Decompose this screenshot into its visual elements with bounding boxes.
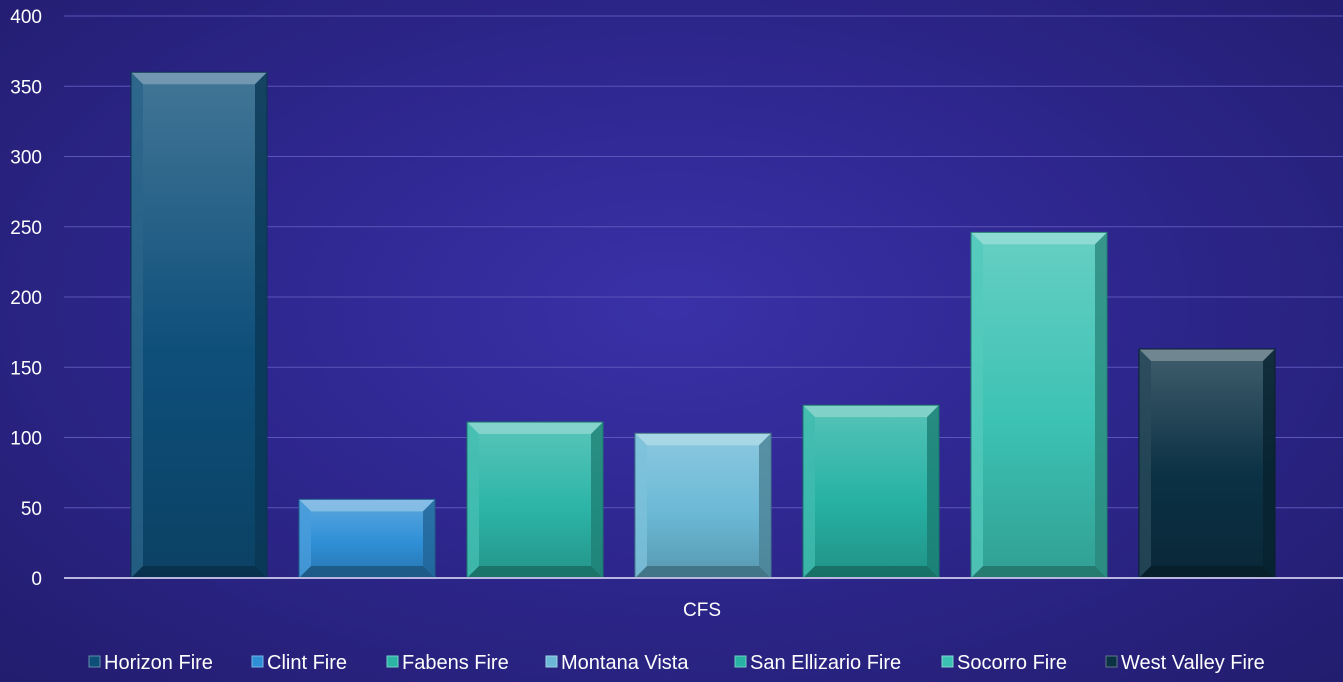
legend-label: San Ellizario Fire: [750, 652, 901, 674]
bar-bevel-bottom: [131, 566, 267, 578]
legend-label: Horizon Fire: [104, 652, 213, 674]
y-tick-label: 400: [10, 7, 42, 28]
bar-montana-vista: [634, 432, 772, 579]
legend-item: Fabens Fire: [386, 652, 509, 674]
legend-item: San Ellizario Fire: [734, 652, 901, 674]
bar-west-valley-fire: [1138, 348, 1276, 579]
bar-bevel-top: [803, 405, 939, 418]
x-axis-categories: CFS: [683, 600, 721, 621]
bar-body: [971, 232, 1107, 578]
legend: Horizon Fire Clint Fire Fabens Fire Montana…: [88, 652, 1265, 674]
bar-bevel-bottom: [803, 566, 939, 578]
bar-bevel-left: [971, 232, 983, 578]
bar-body: [803, 405, 939, 578]
legend-swatch: [251, 655, 264, 668]
bar-bevel-top: [467, 422, 603, 435]
bar-bevel-left: [299, 499, 311, 578]
y-tick-label: 150: [10, 358, 42, 379]
bar-bevel-left: [467, 422, 479, 578]
legend-label: Fabens Fire: [402, 652, 509, 674]
bar-body: [635, 433, 771, 578]
bar-body: [467, 422, 603, 578]
legend-item: West Valley Fire: [1105, 652, 1265, 674]
y-tick-label: 0: [31, 569, 42, 590]
bars: [130, 71, 1276, 579]
bar-socorro-fire: [970, 231, 1108, 579]
bar-bevel-left: [635, 433, 647, 578]
bar-bevel-left: [131, 72, 143, 578]
legend-swatch: [734, 655, 747, 668]
bar-body: [1139, 348, 1275, 578]
y-tick-label: 200: [10, 288, 42, 309]
bar-bevel-right: [759, 433, 771, 578]
y-tick-label: 50: [21, 499, 42, 520]
legend-swatch: [1105, 655, 1118, 668]
legend-label: Socorro Fire: [957, 652, 1067, 674]
bar-body: [131, 72, 267, 578]
y-tick-label: 350: [10, 77, 42, 98]
legend-item: Montana Vista: [545, 652, 689, 674]
bar-bevel-right: [423, 499, 435, 578]
y-axis-ticks: 0 50 100 150 200 250 300 350 400: [10, 7, 42, 590]
legend-swatch: [88, 655, 101, 668]
legend-swatch: [941, 655, 954, 668]
x-category-label: CFS: [683, 600, 721, 621]
bar-bevel-top: [299, 499, 435, 512]
bar-bevel-bottom: [971, 566, 1107, 578]
bar-bevel-left: [1139, 348, 1151, 578]
bar-horizon-fire: [130, 71, 268, 579]
bar-bevel-top: [1139, 348, 1275, 361]
legend-item: Horizon Fire: [88, 652, 213, 674]
legend-label: Montana Vista: [561, 652, 689, 674]
legend-swatch: [386, 655, 399, 668]
bar-bevel-top: [635, 433, 771, 446]
legend-item: Clint Fire: [251, 652, 347, 674]
legend-swatch: [545, 655, 558, 668]
bar-fabens-fire: [466, 421, 604, 579]
legend-item: Socorro Fire: [941, 652, 1067, 674]
bar-bevel-left: [803, 405, 815, 578]
bar-bevel-top: [971, 232, 1107, 245]
gridlines: [64, 15, 1343, 509]
bar-bevel-bottom: [467, 566, 603, 578]
bar-san-ellizario-fire: [802, 404, 940, 579]
bar-clint-fire: [298, 498, 436, 579]
bar-bevel-right: [591, 422, 603, 578]
legend-label: Clint Fire: [267, 652, 347, 674]
bar-bevel-right: [927, 405, 939, 578]
bar-bevel-bottom: [635, 566, 771, 578]
bar-bevel-bottom: [1139, 566, 1275, 578]
y-tick-label: 300: [10, 148, 42, 169]
bar-bevel-right: [1263, 348, 1275, 578]
bar-body: [299, 499, 435, 578]
y-tick-label: 250: [10, 218, 42, 239]
bar-bevel-right: [1095, 232, 1107, 578]
legend-label: West Valley Fire: [1121, 652, 1265, 674]
bar-bevel-bottom: [299, 566, 435, 578]
bar-bevel-top: [131, 72, 267, 85]
y-tick-label: 100: [10, 429, 42, 450]
bar-bevel-right: [255, 72, 267, 578]
